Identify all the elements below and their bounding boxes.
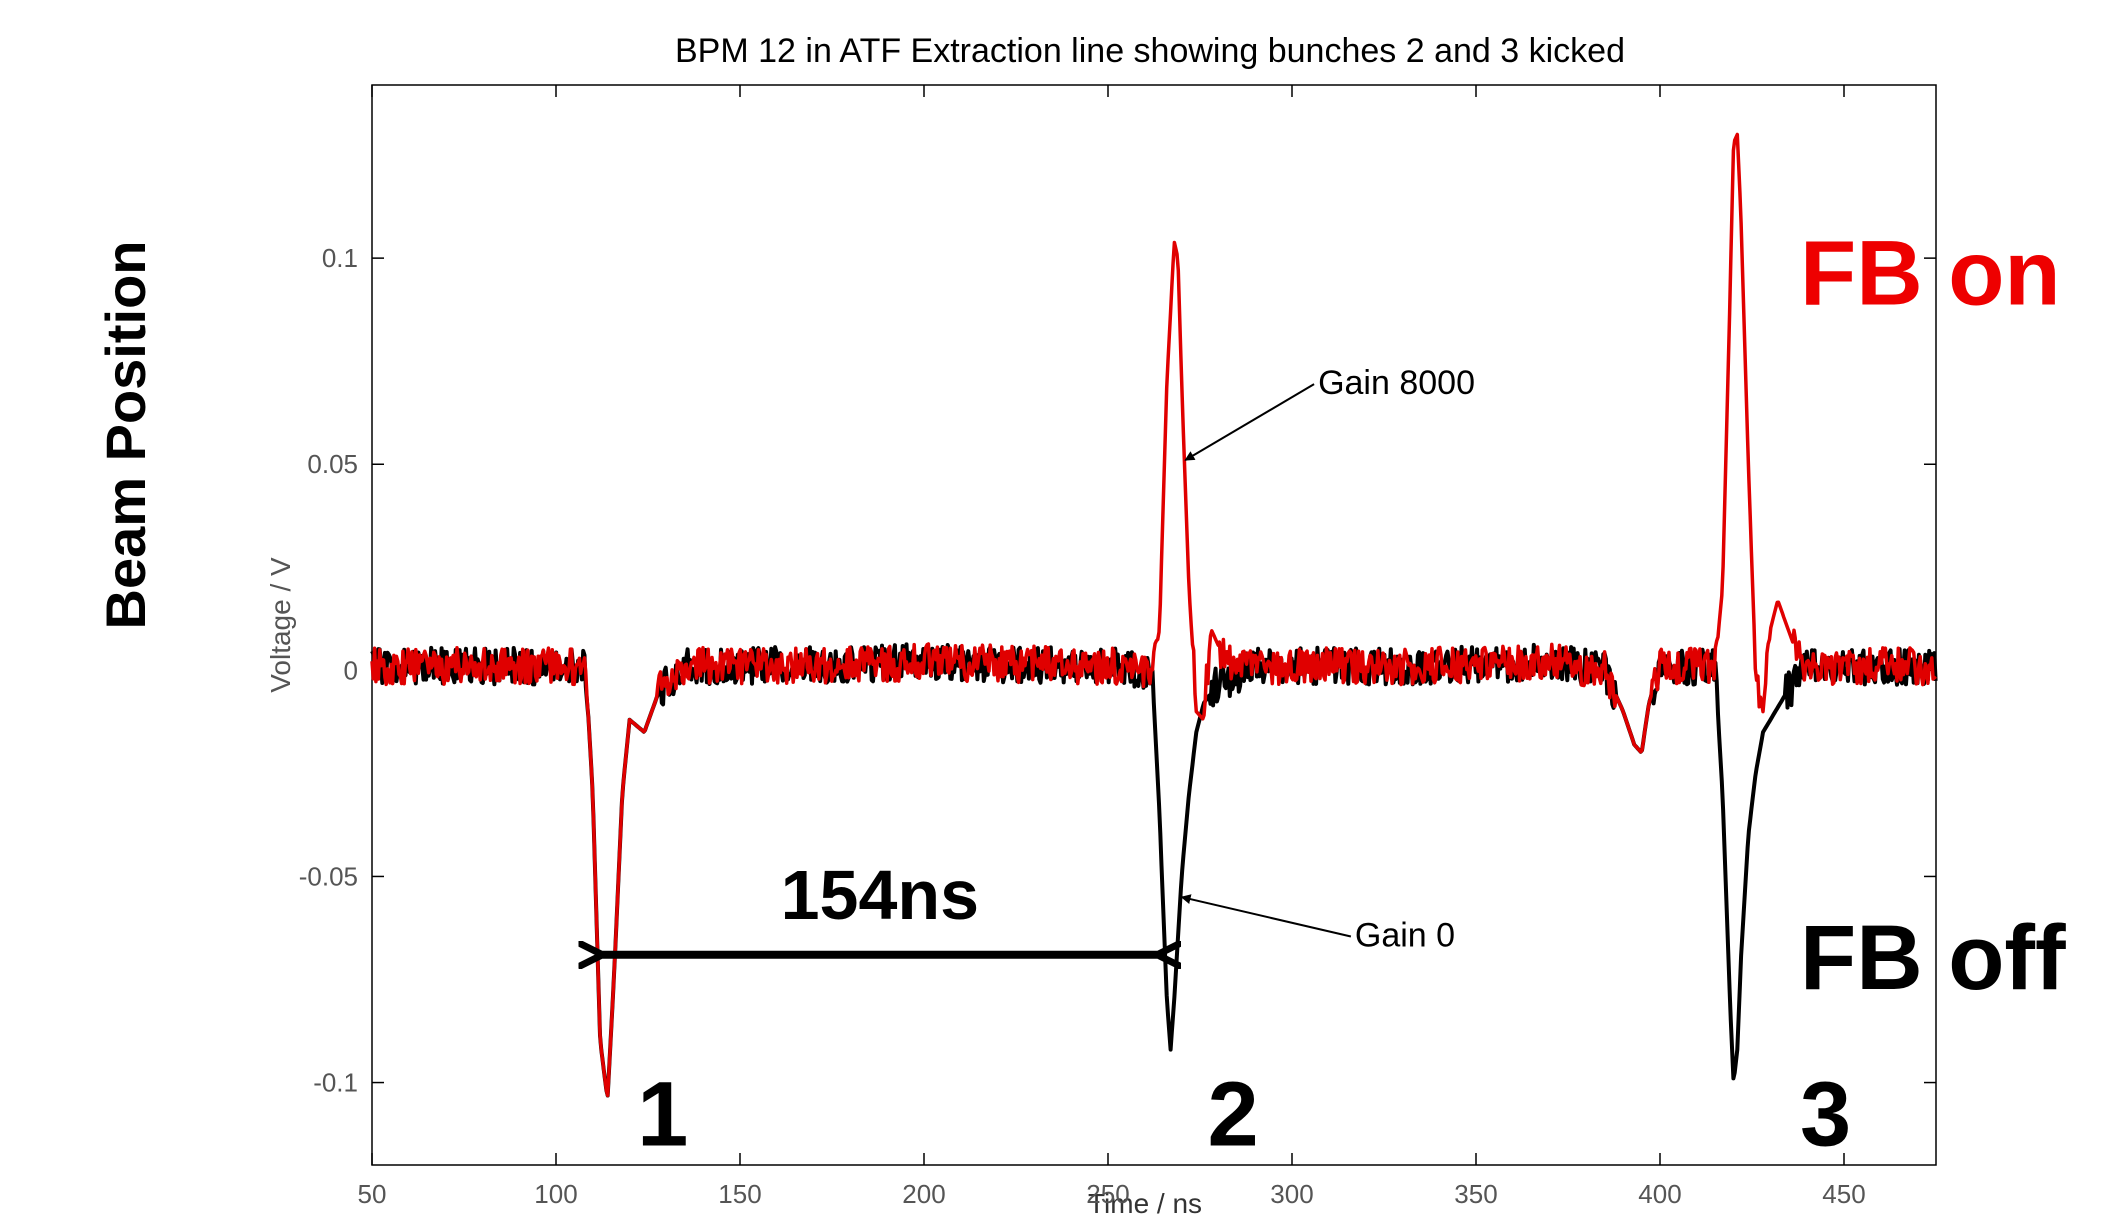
interval-label: 154ns	[781, 856, 979, 934]
series-gain-8000-line	[370, 132, 1937, 1098]
x-tick-label: 300	[1270, 1179, 1313, 1209]
x-tick-label: 450	[1822, 1179, 1865, 1209]
annotation-arrow-gain8000	[1184, 383, 1315, 461]
plot-frame	[371, 84, 1937, 1166]
y-tick-label: -0.05	[299, 861, 358, 891]
series-gain-0-line	[370, 642, 1938, 1098]
x-tick-label: 200	[902, 1179, 945, 1209]
y-axis-label: Voltage / V	[265, 557, 296, 693]
fb-off-label: FB off	[1800, 907, 2066, 1009]
axis-ticks: 50 100 150 200 250 300 350 400 450 -0.1 -0.05 0 0.05…	[299, 85, 1936, 1209]
y-tick-label: 0	[344, 655, 358, 685]
annotation-label-gain0: Gain 0	[1355, 917, 1455, 955]
x-tick-label: 250	[1086, 1179, 1129, 1209]
x-tick-label: 350	[1454, 1179, 1497, 1209]
side-label: Beam Position	[94, 241, 157, 630]
bunch-label-1: 1	[637, 1063, 688, 1165]
x-tick-label: 50	[358, 1179, 387, 1209]
y-tick-label: -0.1	[313, 1068, 358, 1098]
x-tick-label: 100	[534, 1179, 577, 1209]
chart-title: BPM 12 in ATF Extraction line showing bu…	[675, 32, 1625, 70]
fb-on-label: FB on	[1800, 223, 2061, 325]
bunch-label-3: 3	[1800, 1063, 1851, 1165]
y-tick-label: 0.05	[307, 449, 358, 479]
x-axis-label: Time / ns	[1088, 1188, 1202, 1216]
annotation-arrow-gain0	[1180, 894, 1352, 938]
annotation-layer: Gain 8000 Gain 0 154ns 1 2 3 FB on FB off	[602, 223, 2066, 1165]
x-tick-label: 400	[1638, 1179, 1681, 1209]
annotation-label-gain8000: Gain 8000	[1318, 364, 1475, 402]
bunch-label-2: 2	[1208, 1063, 1259, 1165]
x-tick-label: 150	[718, 1179, 761, 1209]
y-tick-label: 0.1	[322, 243, 358, 273]
series-layer	[370, 132, 1938, 1098]
